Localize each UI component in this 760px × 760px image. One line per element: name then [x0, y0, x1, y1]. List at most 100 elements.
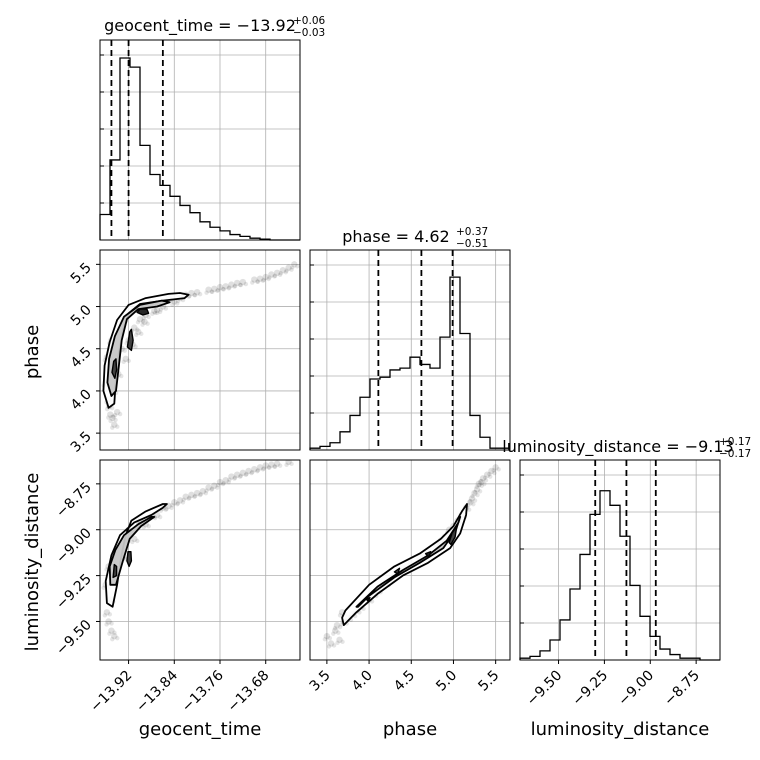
sample-point — [109, 414, 116, 422]
sample-point — [140, 318, 146, 324]
sample-point — [289, 461, 294, 467]
x-tick-label: −13.92 — [87, 668, 135, 716]
contour-level — [126, 551, 133, 568]
sample-point — [483, 475, 488, 480]
sample-point — [209, 289, 214, 294]
sample-point — [232, 476, 237, 481]
sample-point — [283, 270, 289, 275]
sample-point — [109, 621, 114, 626]
y-axis-label-luminosity-distance: luminosity_distance — [22, 473, 43, 652]
panel-contents — [101, 261, 300, 430]
sample-point — [110, 425, 115, 430]
sample-point — [332, 625, 338, 631]
axes-frame — [99, 459, 301, 661]
panel-contents — [322, 464, 501, 649]
sample-point — [239, 469, 247, 477]
sample-point — [335, 640, 340, 646]
sample-point — [139, 331, 144, 337]
sample-point — [126, 358, 131, 364]
sample-point — [267, 465, 272, 470]
sample-point — [197, 291, 203, 297]
x-tick-label: 4.0 — [349, 668, 376, 695]
x-tick-label: −13.84 — [133, 667, 181, 715]
sample-point — [175, 301, 180, 306]
sample-point — [250, 469, 255, 475]
sample-point — [279, 267, 287, 274]
phase-title-minus: −0.51 — [456, 238, 488, 250]
sample-point — [146, 524, 151, 529]
sample-point — [331, 643, 337, 648]
geocent-time-histogram — [99, 39, 301, 241]
y-tick-label: −9.50 — [53, 617, 95, 659]
sample-point — [110, 636, 115, 642]
sample-point — [130, 539, 135, 545]
sample-point — [157, 514, 163, 520]
sample-point — [256, 464, 264, 471]
sample-point — [146, 314, 151, 320]
sample-point — [186, 496, 191, 501]
sample-point — [111, 421, 118, 428]
sample-point — [238, 473, 244, 479]
geocent-time-title: geocent_time = −13.92 — [104, 16, 296, 36]
sample-point — [107, 612, 113, 617]
sample-point — [153, 306, 161, 314]
phase-histogram — [309, 249, 511, 451]
sample-point — [479, 475, 487, 482]
histogram-step — [519, 490, 720, 661]
sample-point — [150, 311, 155, 316]
sample-point — [135, 538, 140, 544]
x-tick-label: −9.50 — [524, 668, 566, 710]
geocent-time-vs-luminosity-distance-panel — [99, 459, 301, 661]
sample-point — [221, 287, 226, 292]
sample-point — [135, 328, 142, 336]
y-tick-label: 4.0 — [68, 386, 95, 413]
sample-point — [115, 424, 120, 429]
sample-point — [471, 502, 476, 507]
x-tick-label: −13.68 — [225, 668, 273, 716]
axes-frame — [519, 459, 721, 661]
contour-level — [448, 525, 458, 546]
sample-point — [135, 319, 141, 325]
sample-point — [232, 284, 237, 289]
sample-point — [479, 483, 484, 489]
sample-point — [176, 497, 184, 504]
sample-point — [228, 473, 235, 480]
sample-point — [260, 467, 266, 472]
sample-point — [108, 627, 115, 634]
sample-point — [327, 635, 333, 641]
sample-point — [478, 479, 484, 484]
geocent-time-vs-phase-panel — [99, 249, 301, 451]
phase-vs-luminosity-distance-panel — [309, 459, 511, 661]
sample-point — [215, 288, 220, 294]
sample-point — [101, 585, 106, 590]
sample-point — [187, 495, 192, 501]
x-tick-label: 5.0 — [433, 668, 460, 695]
sample-point — [475, 480, 482, 488]
sample-point — [488, 467, 495, 475]
sample-point — [323, 632, 331, 640]
sample-point — [163, 306, 169, 311]
sample-point — [141, 318, 148, 325]
sample-point — [272, 464, 278, 469]
x-tick-label: −13.76 — [179, 667, 227, 715]
sample-point — [233, 279, 241, 287]
sample-point — [155, 310, 160, 315]
y-tick-label: 5.0 — [68, 302, 95, 329]
sample-point — [152, 310, 158, 316]
sample-point — [198, 491, 204, 497]
sample-point — [188, 491, 195, 499]
sample-point — [272, 273, 278, 278]
sample-point — [175, 502, 180, 507]
sample-point — [228, 281, 235, 288]
sample-point — [492, 470, 497, 476]
sample-point — [145, 321, 150, 326]
sample-point — [266, 276, 271, 282]
sample-point — [111, 414, 116, 419]
contour-level — [341, 503, 468, 626]
sample-point — [105, 618, 112, 625]
sample-point — [268, 461, 275, 468]
sample-point — [467, 499, 474, 506]
sample-point — [157, 309, 163, 315]
contour-level — [136, 308, 150, 316]
